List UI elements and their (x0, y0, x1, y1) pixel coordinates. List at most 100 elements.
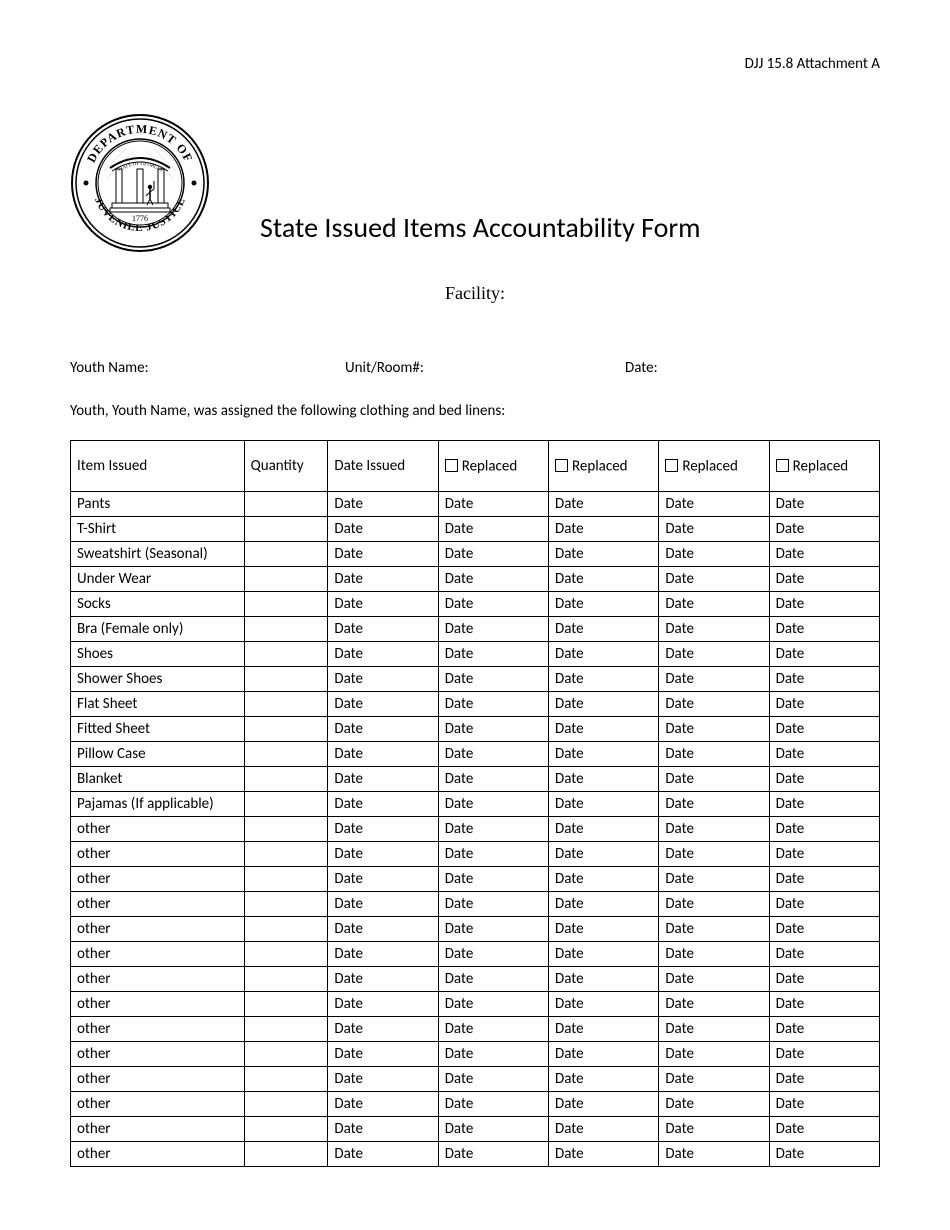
replaced-cell[interactable]: Date (438, 1042, 548, 1067)
date-issued-cell[interactable]: Date (328, 742, 438, 767)
replaced-cell[interactable]: Date (549, 642, 659, 667)
date-issued-cell[interactable]: Date (328, 942, 438, 967)
replaced-cell[interactable]: Date (438, 1017, 548, 1042)
replaced-cell[interactable]: Date (438, 642, 548, 667)
checkbox-icon[interactable] (776, 459, 789, 472)
quantity-cell[interactable] (244, 1017, 328, 1042)
replaced-cell[interactable]: Date (769, 1142, 879, 1167)
replaced-cell[interactable]: Date (769, 967, 879, 992)
quantity-cell[interactable] (244, 1042, 328, 1067)
date-issued-cell[interactable]: Date (328, 692, 438, 717)
replaced-cell[interactable]: Date (769, 667, 879, 692)
replaced-cell[interactable]: Date (769, 1092, 879, 1117)
replaced-cell[interactable]: Date (659, 917, 769, 942)
replaced-cell[interactable]: Date (659, 492, 769, 517)
quantity-cell[interactable] (244, 692, 328, 717)
replaced-cell[interactable]: Date (438, 692, 548, 717)
replaced-cell[interactable]: Date (769, 492, 879, 517)
date-issued-cell[interactable]: Date (328, 592, 438, 617)
replaced-cell[interactable]: Date (438, 867, 548, 892)
quantity-cell[interactable] (244, 967, 328, 992)
replaced-cell[interactable]: Date (659, 742, 769, 767)
replaced-cell[interactable]: Date (659, 667, 769, 692)
quantity-cell[interactable] (244, 742, 328, 767)
replaced-cell[interactable]: Date (438, 1067, 548, 1092)
replaced-cell[interactable]: Date (549, 1017, 659, 1042)
quantity-cell[interactable] (244, 617, 328, 642)
replaced-cell[interactable]: Date (549, 867, 659, 892)
date-issued-cell[interactable]: Date (328, 767, 438, 792)
replaced-cell[interactable]: Date (438, 542, 548, 567)
replaced-cell[interactable]: Date (769, 642, 879, 667)
replaced-cell[interactable]: Date (549, 842, 659, 867)
date-issued-cell[interactable]: Date (328, 1117, 438, 1142)
replaced-cell[interactable]: Date (549, 517, 659, 542)
replaced-cell[interactable]: Date (769, 592, 879, 617)
quantity-cell[interactable] (244, 792, 328, 817)
replaced-cell[interactable]: Date (438, 1142, 548, 1167)
replaced-cell[interactable]: Date (438, 767, 548, 792)
quantity-cell[interactable] (244, 667, 328, 692)
date-issued-cell[interactable]: Date (328, 1042, 438, 1067)
quantity-cell[interactable] (244, 1117, 328, 1142)
quantity-cell[interactable] (244, 592, 328, 617)
replaced-cell[interactable]: Date (659, 892, 769, 917)
replaced-cell[interactable]: Date (769, 567, 879, 592)
replaced-cell[interactable]: Date (438, 567, 548, 592)
replaced-cell[interactable]: Date (769, 767, 879, 792)
replaced-cell[interactable]: Date (549, 617, 659, 642)
date-issued-cell[interactable]: Date (328, 642, 438, 667)
replaced-cell[interactable]: Date (769, 867, 879, 892)
date-issued-cell[interactable]: Date (328, 992, 438, 1017)
replaced-cell[interactable]: Date (549, 542, 659, 567)
checkbox-icon[interactable] (445, 459, 458, 472)
date-issued-cell[interactable]: Date (328, 1017, 438, 1042)
replaced-cell[interactable]: Date (659, 1092, 769, 1117)
replaced-cell[interactable]: Date (549, 717, 659, 742)
replaced-cell[interactable]: Date (438, 817, 548, 842)
date-issued-cell[interactable]: Date (328, 492, 438, 517)
replaced-cell[interactable]: Date (549, 942, 659, 967)
replaced-cell[interactable]: Date (659, 967, 769, 992)
replaced-cell[interactable]: Date (659, 1142, 769, 1167)
replaced-cell[interactable]: Date (438, 617, 548, 642)
date-issued-cell[interactable]: Date (328, 842, 438, 867)
replaced-cell[interactable]: Date (438, 942, 548, 967)
replaced-cell[interactable]: Date (438, 592, 548, 617)
replaced-cell[interactable]: Date (438, 842, 548, 867)
quantity-cell[interactable] (244, 817, 328, 842)
date-issued-cell[interactable]: Date (328, 542, 438, 567)
replaced-cell[interactable]: Date (659, 1017, 769, 1042)
replaced-cell[interactable]: Date (769, 917, 879, 942)
replaced-cell[interactable]: Date (659, 1117, 769, 1142)
quantity-cell[interactable] (244, 1092, 328, 1117)
replaced-cell[interactable]: Date (549, 742, 659, 767)
replaced-cell[interactable]: Date (659, 942, 769, 967)
date-issued-cell[interactable]: Date (328, 567, 438, 592)
replaced-cell[interactable]: Date (769, 742, 879, 767)
replaced-cell[interactable]: Date (549, 792, 659, 817)
replaced-cell[interactable]: Date (769, 717, 879, 742)
replaced-cell[interactable]: Date (438, 717, 548, 742)
replaced-cell[interactable]: Date (659, 567, 769, 592)
quantity-cell[interactable] (244, 917, 328, 942)
quantity-cell[interactable] (244, 1142, 328, 1167)
date-issued-cell[interactable]: Date (328, 517, 438, 542)
replaced-cell[interactable]: Date (549, 592, 659, 617)
date-issued-cell[interactable]: Date (328, 792, 438, 817)
quantity-cell[interactable] (244, 542, 328, 567)
replaced-cell[interactable]: Date (659, 617, 769, 642)
quantity-cell[interactable] (244, 842, 328, 867)
quantity-cell[interactable] (244, 717, 328, 742)
replaced-cell[interactable]: Date (438, 992, 548, 1017)
date-issued-cell[interactable]: Date (328, 967, 438, 992)
date-issued-cell[interactable]: Date (328, 867, 438, 892)
replaced-cell[interactable]: Date (549, 1117, 659, 1142)
quantity-cell[interactable] (244, 517, 328, 542)
replaced-cell[interactable]: Date (769, 1017, 879, 1042)
replaced-cell[interactable]: Date (438, 1117, 548, 1142)
date-issued-cell[interactable]: Date (328, 817, 438, 842)
replaced-cell[interactable]: Date (769, 517, 879, 542)
date-issued-cell[interactable]: Date (328, 617, 438, 642)
date-issued-cell[interactable]: Date (328, 1092, 438, 1117)
